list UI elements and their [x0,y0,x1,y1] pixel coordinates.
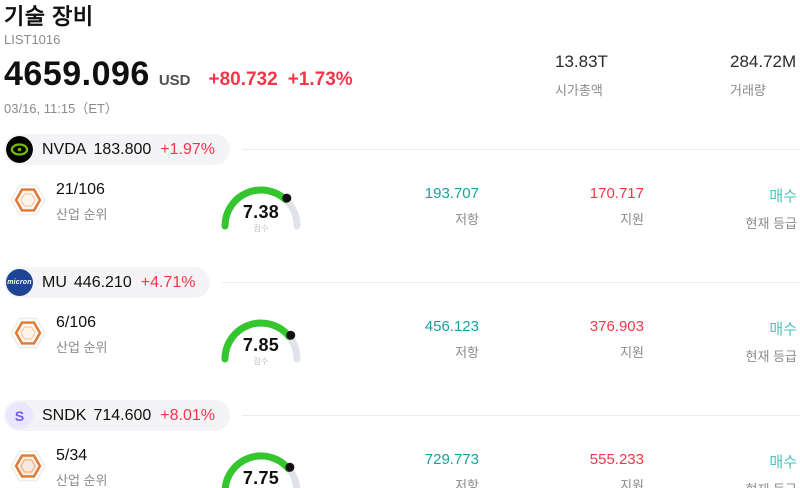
resistance-value: 729.773 [424,451,479,468]
rank-value: 21/106 [56,181,105,198]
volume-stat: 284.72M 거래량 [730,52,796,99]
support-label: 지원 [620,212,644,227]
support-label: 지원 [620,345,644,360]
resistance-metric: 456.123 저항 [314,313,479,385]
support-value: 376.903 [589,318,644,335]
ticker-pill-mu[interactable]: micron MU 446.210 +4.71% [4,267,211,298]
industry-rank-block: 5/34 산업 순위 [4,446,209,488]
rating-label: 현재 등급 [745,216,797,231]
stock-row-nvda: NVDA 183.800 +1.97% 21/ [0,134,800,252]
rating-value: 매수 [769,321,797,338]
ticker-symbol: SNDK [42,406,87,424]
rating-value: 매수 [769,188,797,205]
market-cap-label: 시가총액 [555,83,603,98]
score-value: 7.85 [242,335,280,355]
ticker-change: +8.01% [160,406,216,424]
list-id: LIST1016 [4,32,61,48]
rank-text: 6/106 산업 순위 [56,313,107,356]
resistance-value: 193.707 [424,185,479,202]
row-header: NVDA 183.800 +1.97% [4,134,800,165]
rating-label: 현재 등급 [644,479,797,488]
industry-rank-block: 6/106 산업 순위 [4,313,209,385]
rating-metric: 매수 현재 등급 [644,446,800,488]
price-row: 4659.096 USD +80.732 +1.73% [4,57,796,91]
score-gauge: 7.75 점수 [209,446,314,488]
stock-row-mu: micron MU 446.210 +4.71% [0,267,800,385]
rank-text: 21/106 산업 순위 [56,180,107,223]
ticker-pill-sndk[interactable]: S SNDK 714.600 +8.01% [4,400,231,431]
index-price: 4659.096 [4,55,150,94]
rating-metric: 매수 현재 등급 [644,313,800,385]
row-body: 21/106 산업 순위 7.38 점수 193.707 저항 [4,180,800,252]
index-header: 기술 장비 LIST1016 4659.096 USD +80.732 +1.7… [0,0,800,118]
rating-value: 매수 [769,454,797,471]
ticker-price: 714.600 [93,406,152,424]
timestamp: 03/16, 11:15（ET） [4,101,118,117]
market-cap-stat: 13.83T 시가총액 [555,52,608,99]
ticker-symbol: NVDA [42,140,87,158]
resistance-metric: 193.707 저항 [314,180,479,252]
rating-label: 현재 등급 [745,349,797,364]
currency-label: USD [158,72,191,90]
market-cap-value: 13.83T [555,52,608,71]
industry-rank-badge-icon [8,313,48,353]
row-header: micron MU 446.210 +4.71% [4,267,800,298]
row-body: 5/34 산업 순위 7.75 점수 729.773 저항 [4,446,800,488]
change-absolute: +80.732 [208,69,278,91]
micron-logo-icon: micron [6,269,33,296]
support-label: 지원 [620,478,644,488]
rating-metric: 매수 현재 등급 [644,180,800,252]
ticker-change: +4.71% [140,273,196,291]
page-title: 기술 장비 [4,4,94,29]
score-value: 7.75 [242,468,280,488]
sandisk-logo-icon: S [6,402,33,429]
row-header: S SNDK 714.600 +8.01% [4,400,800,431]
volume-label: 거래량 [730,83,766,98]
support-value: 170.717 [589,185,644,202]
rank-value: 5/34 [56,447,88,464]
rank-text: 5/34 산업 순위 [56,446,107,488]
resistance-label: 저항 [455,478,479,488]
row-divider [242,415,800,416]
nvidia-logo-icon [6,136,33,163]
score-label: 점수 [253,224,269,233]
row-divider [242,149,800,150]
resistance-value: 456.123 [424,318,479,335]
rank-value: 6/106 [56,314,97,331]
resistance-label: 저항 [455,345,479,360]
ticker-price: 446.210 [73,273,132,291]
rank-label: 산업 순위 [56,207,108,222]
resistance-metric: 729.773 저항 [314,446,479,488]
support-metric: 555.233 지원 [479,446,644,488]
industry-rank-block: 21/106 산업 순위 [4,180,209,252]
industry-rank-badge-icon [8,446,48,486]
change-percent: +1.73% [287,69,353,91]
ticker-change: +1.97% [160,140,216,158]
score-gauge: 7.38 점수 [209,180,314,240]
ticker-symbol: MU [42,273,67,291]
support-metric: 170.717 지원 [479,180,644,252]
price-change: +80.732 +1.73% [208,69,352,91]
stock-row-sndk: S SNDK 714.600 +8.01% [0,400,800,488]
support-metric: 376.903 지원 [479,313,644,385]
ticker-price: 183.800 [93,140,152,158]
score-label: 점수 [253,357,269,366]
constituent-rows: NVDA 183.800 +1.97% 21/ [0,118,800,488]
rank-label: 산업 순위 [56,473,108,488]
resistance-label: 저항 [455,212,479,227]
row-body: 6/106 산업 순위 7.85 점수 456.123 저항 [4,313,800,385]
rank-label: 산업 순위 [56,340,108,355]
support-value: 555.233 [589,451,644,468]
row-divider [222,282,800,283]
volume-value: 284.72M [730,52,797,71]
ticker-pill-nvda[interactable]: NVDA 183.800 +1.97% [4,134,231,165]
industry-rank-badge-icon [8,180,48,220]
score-value: 7.38 [242,202,280,222]
score-gauge: 7.85 점수 [209,313,314,373]
